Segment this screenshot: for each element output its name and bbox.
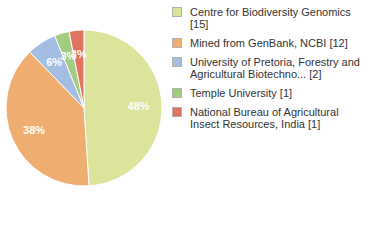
svg-text:48%: 48% [128, 100, 150, 112]
html-text:Mined from GenBank, NCBI [12]: Mined from GenBank, NCBI [12] [190, 37, 348, 49]
svg-text:3%: 3% [71, 48, 87, 60]
svg-text:38%: 38% [23, 124, 45, 136]
svg-text:3%: 3% [60, 49, 77, 62]
svg-text:6%: 6% [46, 56, 63, 69]
html-text:Temple University [1]: Temple University [1] [190, 87, 293, 99]
html-text:Centre for Biodiversity Genomi: Centre for Biodiversity Genomics [15] [190, 6, 351, 30]
html-text:University of Pretoria, Forest: University of Pretoria, Forestry and Agr… [190, 56, 360, 80]
html-text:National Bureau of Agricultura: National Bureau of Agricultural Insect R… [190, 106, 339, 130]
